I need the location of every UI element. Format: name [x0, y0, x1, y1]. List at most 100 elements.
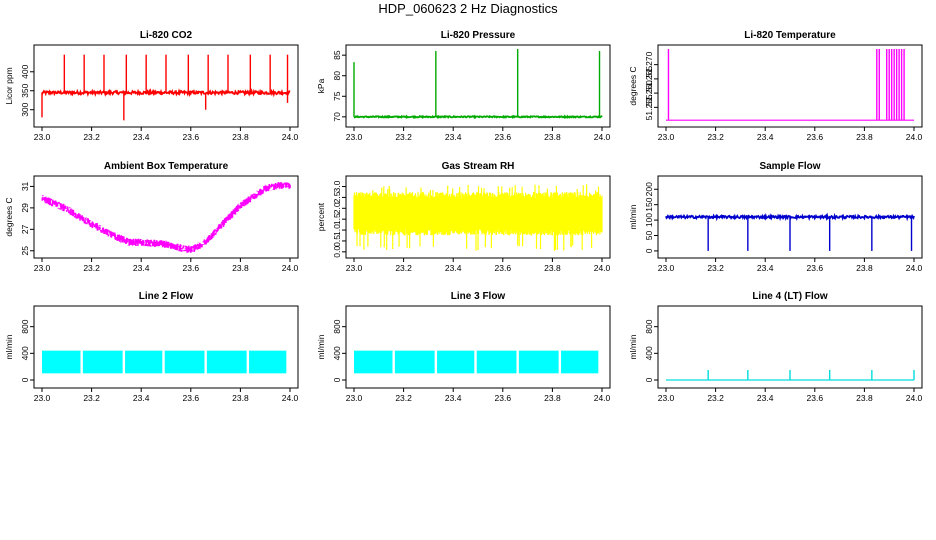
x-tick-label: 23.0	[34, 263, 51, 273]
x-tick-label: 23.2	[83, 132, 100, 142]
plot-frame	[657, 305, 923, 389]
y-tick-label: 3.0	[332, 180, 342, 192]
y-tick-label: 2.5	[332, 191, 342, 203]
x-tick-label: 23.0	[658, 132, 675, 142]
x-tick-label: 24.0	[282, 263, 299, 273]
x-tick-label: 24.0	[594, 393, 611, 403]
plot-frame	[33, 175, 299, 259]
plot-frame	[657, 44, 923, 128]
x-tick-label: 24.0	[906, 393, 923, 403]
y-tick-label: 0	[332, 377, 342, 382]
plot-frame	[345, 305, 611, 389]
data-layer	[41, 54, 291, 121]
y-axis-label: degrees C	[628, 66, 638, 105]
x-tick-label: 23.8	[856, 132, 873, 142]
y-tick-label: 31	[20, 181, 30, 191]
y-tick-label: 2.0	[332, 202, 342, 214]
series-block	[164, 350, 205, 374]
x-tick-label: 23.6	[807, 263, 824, 273]
y-tick-label: 51.255	[644, 94, 654, 120]
panel-title: Li-820 CO2	[140, 30, 193, 41]
x-tick-label: 23.8	[544, 393, 561, 403]
y-tick-label: 0	[644, 248, 654, 253]
data-layer	[353, 184, 603, 251]
chart-panel: Line 4 (LT) Flow 23.0 23.2 23.4 23.6 23.8 24.0…	[628, 291, 923, 403]
x-tick-label: 24.0	[594, 263, 611, 273]
x-tick-label: 23.0	[658, 263, 675, 273]
y-tick-label: 51.260	[644, 80, 654, 106]
x-tick-label: 23.6	[183, 132, 200, 142]
y-axis-label: Licor ppm	[4, 67, 14, 104]
x-tick-label: 23.0	[658, 393, 675, 403]
y-tick-label: 85	[332, 50, 342, 60]
x-tick-label: 24.0	[282, 393, 299, 403]
x-tick-label: 23.0	[34, 393, 51, 403]
panel-title: Line 4 (LT) Flow	[752, 291, 828, 302]
series-block	[125, 350, 163, 374]
x-tick-label: 23.2	[395, 263, 412, 273]
x-tick-label: 23.2	[707, 132, 724, 142]
panel-title: Li-820 Pressure	[441, 30, 516, 41]
x-tick-label: 23.4	[757, 132, 774, 142]
series-block	[561, 350, 599, 374]
x-tick-label: 23.8	[544, 132, 561, 142]
x-tick-label: 23.4	[445, 263, 462, 273]
chart-panel: Li-820 CO2 23.0 23.2 23.4 23.6 23.8 24.0 300 350…	[4, 30, 299, 142]
y-axis-label: kPa	[316, 78, 326, 93]
y-tick-label: 0	[20, 377, 30, 382]
x-tick-label: 23.0	[34, 132, 51, 142]
series-block	[437, 350, 475, 374]
x-tick-label: 23.6	[807, 132, 824, 142]
y-tick-label: 800	[20, 319, 30, 333]
x-tick-label: 23.4	[133, 132, 150, 142]
x-tick-label: 23.6	[183, 263, 200, 273]
x-tick-label: 23.4	[445, 393, 462, 403]
y-axis-label: degrees C	[4, 197, 14, 236]
chart-panel: Line 3 Flow 23.0 23.2 23.4 23.6 23.8 24.0 0 400 8…	[316, 291, 611, 403]
x-tick-label: 23.4	[757, 263, 774, 273]
y-tick-label: 0	[644, 377, 654, 382]
x-tick-label: 24.0	[906, 132, 923, 142]
x-tick-label: 23.2	[395, 132, 412, 142]
y-tick-label: 400	[20, 346, 30, 360]
series-block	[42, 350, 81, 374]
y-tick-label: 29	[20, 203, 30, 213]
chart-panel: Gas Stream RH 23.0 23.2 23.4 23.6 23.8 24.0 0.0…	[316, 161, 611, 273]
y-axis-label: percent	[316, 202, 326, 231]
x-tick-label: 23.2	[83, 393, 100, 403]
y-tick-label: 27	[20, 224, 30, 234]
y-tick-label: 350	[20, 83, 30, 97]
x-tick-label: 23.8	[232, 132, 249, 142]
series-block	[354, 350, 393, 374]
y-tick-label: 80	[332, 71, 342, 81]
y-tick-label: 150	[644, 197, 654, 211]
data-layer	[354, 350, 599, 374]
y-axis-label: ml/min	[316, 334, 326, 359]
y-tick-label: 25	[20, 246, 30, 256]
series-block	[82, 350, 123, 374]
series-band	[353, 184, 603, 251]
x-tick-label: 23.2	[707, 393, 724, 403]
panel-title: Line 3 Flow	[451, 291, 506, 302]
y-tick-label: 800	[332, 319, 342, 333]
x-tick-label: 23.4	[133, 263, 150, 273]
x-tick-label: 23.8	[544, 263, 561, 273]
x-tick-label: 23.6	[495, 393, 512, 403]
panel-title: Gas Stream RH	[442, 161, 515, 172]
x-tick-label: 23.4	[445, 132, 462, 142]
chart-panel: Ambient Box Temperature 23.0 23.2 23.4 23.6 2…	[4, 161, 299, 273]
chart-panel: Line 2 Flow 23.0 23.2 23.4 23.6 23.8 24.0 0 400 8…	[4, 291, 299, 403]
x-tick-label: 23.4	[757, 393, 774, 403]
x-tick-label: 23.2	[395, 393, 412, 403]
y-tick-label: 0.0	[332, 246, 342, 258]
y-tick-label: 300	[20, 102, 30, 116]
x-tick-label: 23.0	[346, 393, 363, 403]
y-tick-label: 51.265	[644, 66, 654, 92]
x-tick-label: 23.6	[495, 132, 512, 142]
x-tick-label: 23.0	[346, 263, 363, 273]
x-tick-label: 23.4	[133, 393, 150, 403]
panel-title: Line 2 Flow	[139, 291, 194, 302]
y-tick-label: 75	[332, 91, 342, 101]
plot-frame	[657, 175, 923, 259]
